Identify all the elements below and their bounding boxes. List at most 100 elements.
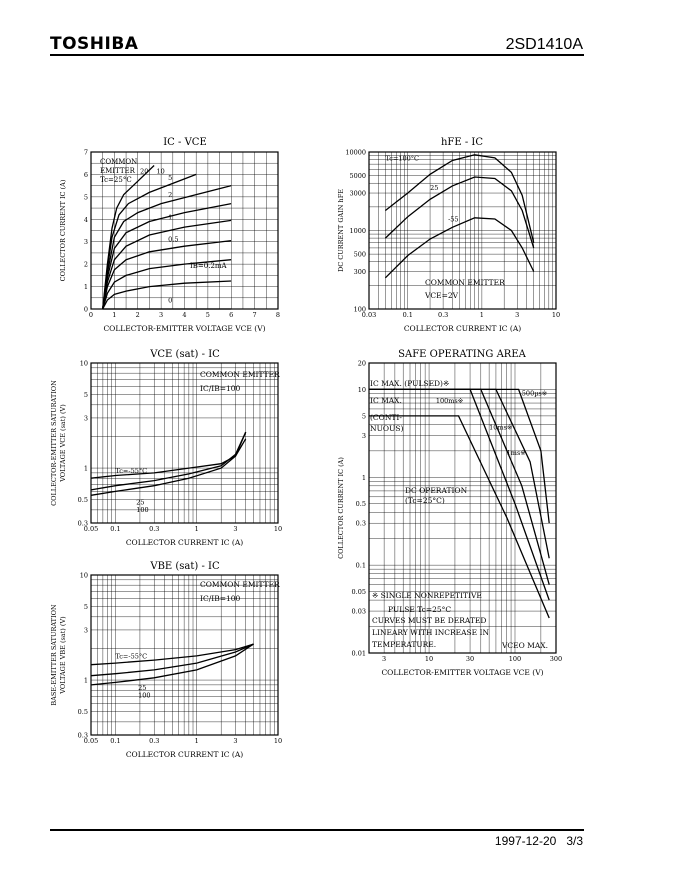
page-text: 3/3: [566, 834, 583, 848]
x-tick-label: 1: [195, 525, 199, 533]
chart-note: CURVES MUST BE DERATED: [372, 616, 486, 625]
series-line-1: [102, 219, 232, 310]
x-tick-label: 10: [425, 655, 433, 663]
chart-note: IC/IB=100: [200, 384, 241, 393]
chart-note: IC MAX. (PULSED)※: [370, 379, 449, 388]
chart-title: SAFE OPERATING AREA: [398, 349, 527, 360]
chart-title: hFE - IC: [441, 137, 483, 148]
y-tick-label: 10000: [345, 149, 366, 157]
x-tick-label: 6: [229, 311, 233, 319]
y-tick-label: 300: [354, 268, 366, 276]
x-tick-label: 10: [274, 737, 282, 745]
curve-label: 2: [168, 191, 172, 199]
curve-label: 20: [140, 167, 148, 175]
series-line-2: [102, 202, 232, 310]
chart-hfe-ic: hFE - IC 0.03 0.1 0.3 1 3 10 100 300 500 1000 3000 5…: [337, 137, 560, 333]
curve-label: 1ms※: [507, 449, 527, 457]
series-line-100: [90, 431, 247, 496]
series-line-Tc=-55°C: [90, 643, 254, 666]
chart-note: IC MAX.: [370, 396, 402, 405]
series-line-Tc=100°C: [384, 154, 535, 243]
y-tick-label: 0.3: [78, 520, 88, 528]
chart-note: NUOUS): [370, 424, 403, 433]
plot-frame: [90, 362, 279, 524]
y-tick-label: 7: [84, 149, 88, 157]
y-tick-label: 0.5: [78, 496, 88, 504]
y-tick-label: 6: [84, 171, 88, 179]
chart-ic-vce: IC - VCE 0 1 2 3 4 5 6 7 8 0 1 2 3 4 5 6 7 COLLECTOR-EMITT…: [59, 137, 280, 333]
y-tick-label: 0: [84, 306, 88, 314]
y-axis-label: DC CURRENT GAIN hFE: [337, 189, 345, 272]
y-tick-label: 5: [84, 391, 88, 399]
y-tick-label: 4: [84, 216, 88, 224]
x-tick-label: 1: [195, 737, 199, 745]
curve-label: 25: [430, 184, 438, 192]
curve-label: Tc=-55°C: [115, 653, 147, 661]
chart-note: COMMON: [100, 158, 137, 166]
plot-frame: [368, 362, 557, 654]
curve-label: -55: [448, 216, 458, 224]
curve-label: 0: [168, 296, 172, 304]
chart-note: IB=0.2mA: [190, 262, 228, 270]
chart-vbesat-ic: VBE (sat) - IC 0.05 0.1 0.3 1 3 10 0.3 0.5 1 3 5 10 C…: [50, 561, 282, 759]
y-tick-label: 10: [358, 386, 366, 394]
x-tick-label: 3: [515, 311, 519, 319]
curve-label: 100ms※: [436, 397, 464, 405]
plot-frame: [368, 151, 557, 310]
chart-title: IC - VCE: [163, 137, 207, 148]
x-axis-label: COLLECTOR CURRENT IC (A): [126, 750, 243, 759]
x-tick-label: 0.3: [438, 311, 448, 319]
x-tick-label: 10: [552, 311, 560, 319]
y-tick-label: 100: [354, 306, 366, 314]
y-tick-label: 1: [84, 283, 88, 291]
curve-label: 5: [168, 174, 172, 182]
series-line-25: [90, 643, 254, 677]
y-tick-label: 5: [84, 193, 88, 201]
brand-logo: TOSHIBA: [50, 34, 139, 54]
x-tick-label: 300: [550, 655, 562, 663]
y-tick-label: 500: [354, 251, 366, 259]
date-text: 1997-12-20: [494, 834, 557, 848]
curve-label: 25: [136, 498, 144, 506]
x-tick-label: 3: [159, 311, 163, 319]
y-tick-label: 10: [80, 360, 88, 368]
y-tick-label: 0.05: [352, 588, 366, 596]
footer-rule: [50, 829, 584, 831]
series-line-curve-7: [102, 280, 232, 310]
x-tick-label: 1: [480, 311, 484, 319]
x-axis-label: COLLECTOR-EMITTER VOLTAGE VCE (V): [103, 324, 265, 333]
x-tick-label: 2: [136, 311, 140, 319]
chart-title: VCE (sat) - IC: [149, 349, 220, 360]
x-tick-label: 0.05: [84, 525, 98, 533]
x-tick-label: 100: [509, 655, 521, 663]
y-axis-label: COLLECTOR-EMITTER SATURATION: [50, 380, 58, 506]
chart-note: EMITTER: [100, 167, 136, 175]
chart-soa: SAFE OPERATING AREA 3 10 30 100 300 0.01 0.03 0.…: [337, 349, 562, 677]
curve-label: 100: [136, 506, 148, 514]
chart-note: COMMON EMITTER: [200, 580, 280, 589]
y-tick-label: 3: [362, 432, 366, 440]
x-tick-label: 30: [466, 655, 474, 663]
chart-title: VBE (sat) - IC: [149, 561, 220, 572]
y-axis-label: VOLTAGE VBE (sat) (V): [59, 616, 67, 695]
curve-label: Tc=-55°C: [115, 467, 147, 475]
x-tick-label: 3: [382, 655, 386, 663]
x-tick-label: 0.1: [403, 311, 413, 319]
x-tick-label: 10: [274, 525, 282, 533]
y-tick-label: 0.5: [78, 708, 88, 716]
x-tick-label: 4: [182, 311, 186, 319]
chart-note: (Tc=25°C): [405, 496, 445, 505]
chart-note: COMMON EMITTER: [200, 370, 280, 379]
chart-note: Tc=25°C: [100, 176, 132, 184]
series-line-25: [384, 176, 535, 249]
series-line-20: [102, 165, 155, 310]
y-tick-label: 3: [84, 238, 88, 246]
x-tick-label: 0: [89, 311, 93, 319]
y-tick-label: 1: [362, 474, 366, 482]
chart-note: LINEARY WITH INCREASE IN: [372, 628, 490, 637]
series-line-100ms※: [369, 388, 550, 601]
x-tick-label: 7: [253, 311, 257, 319]
y-tick-label: 3: [84, 626, 88, 634]
part-number: 2SD1410A: [505, 36, 583, 53]
x-tick-label: 3: [233, 525, 237, 533]
